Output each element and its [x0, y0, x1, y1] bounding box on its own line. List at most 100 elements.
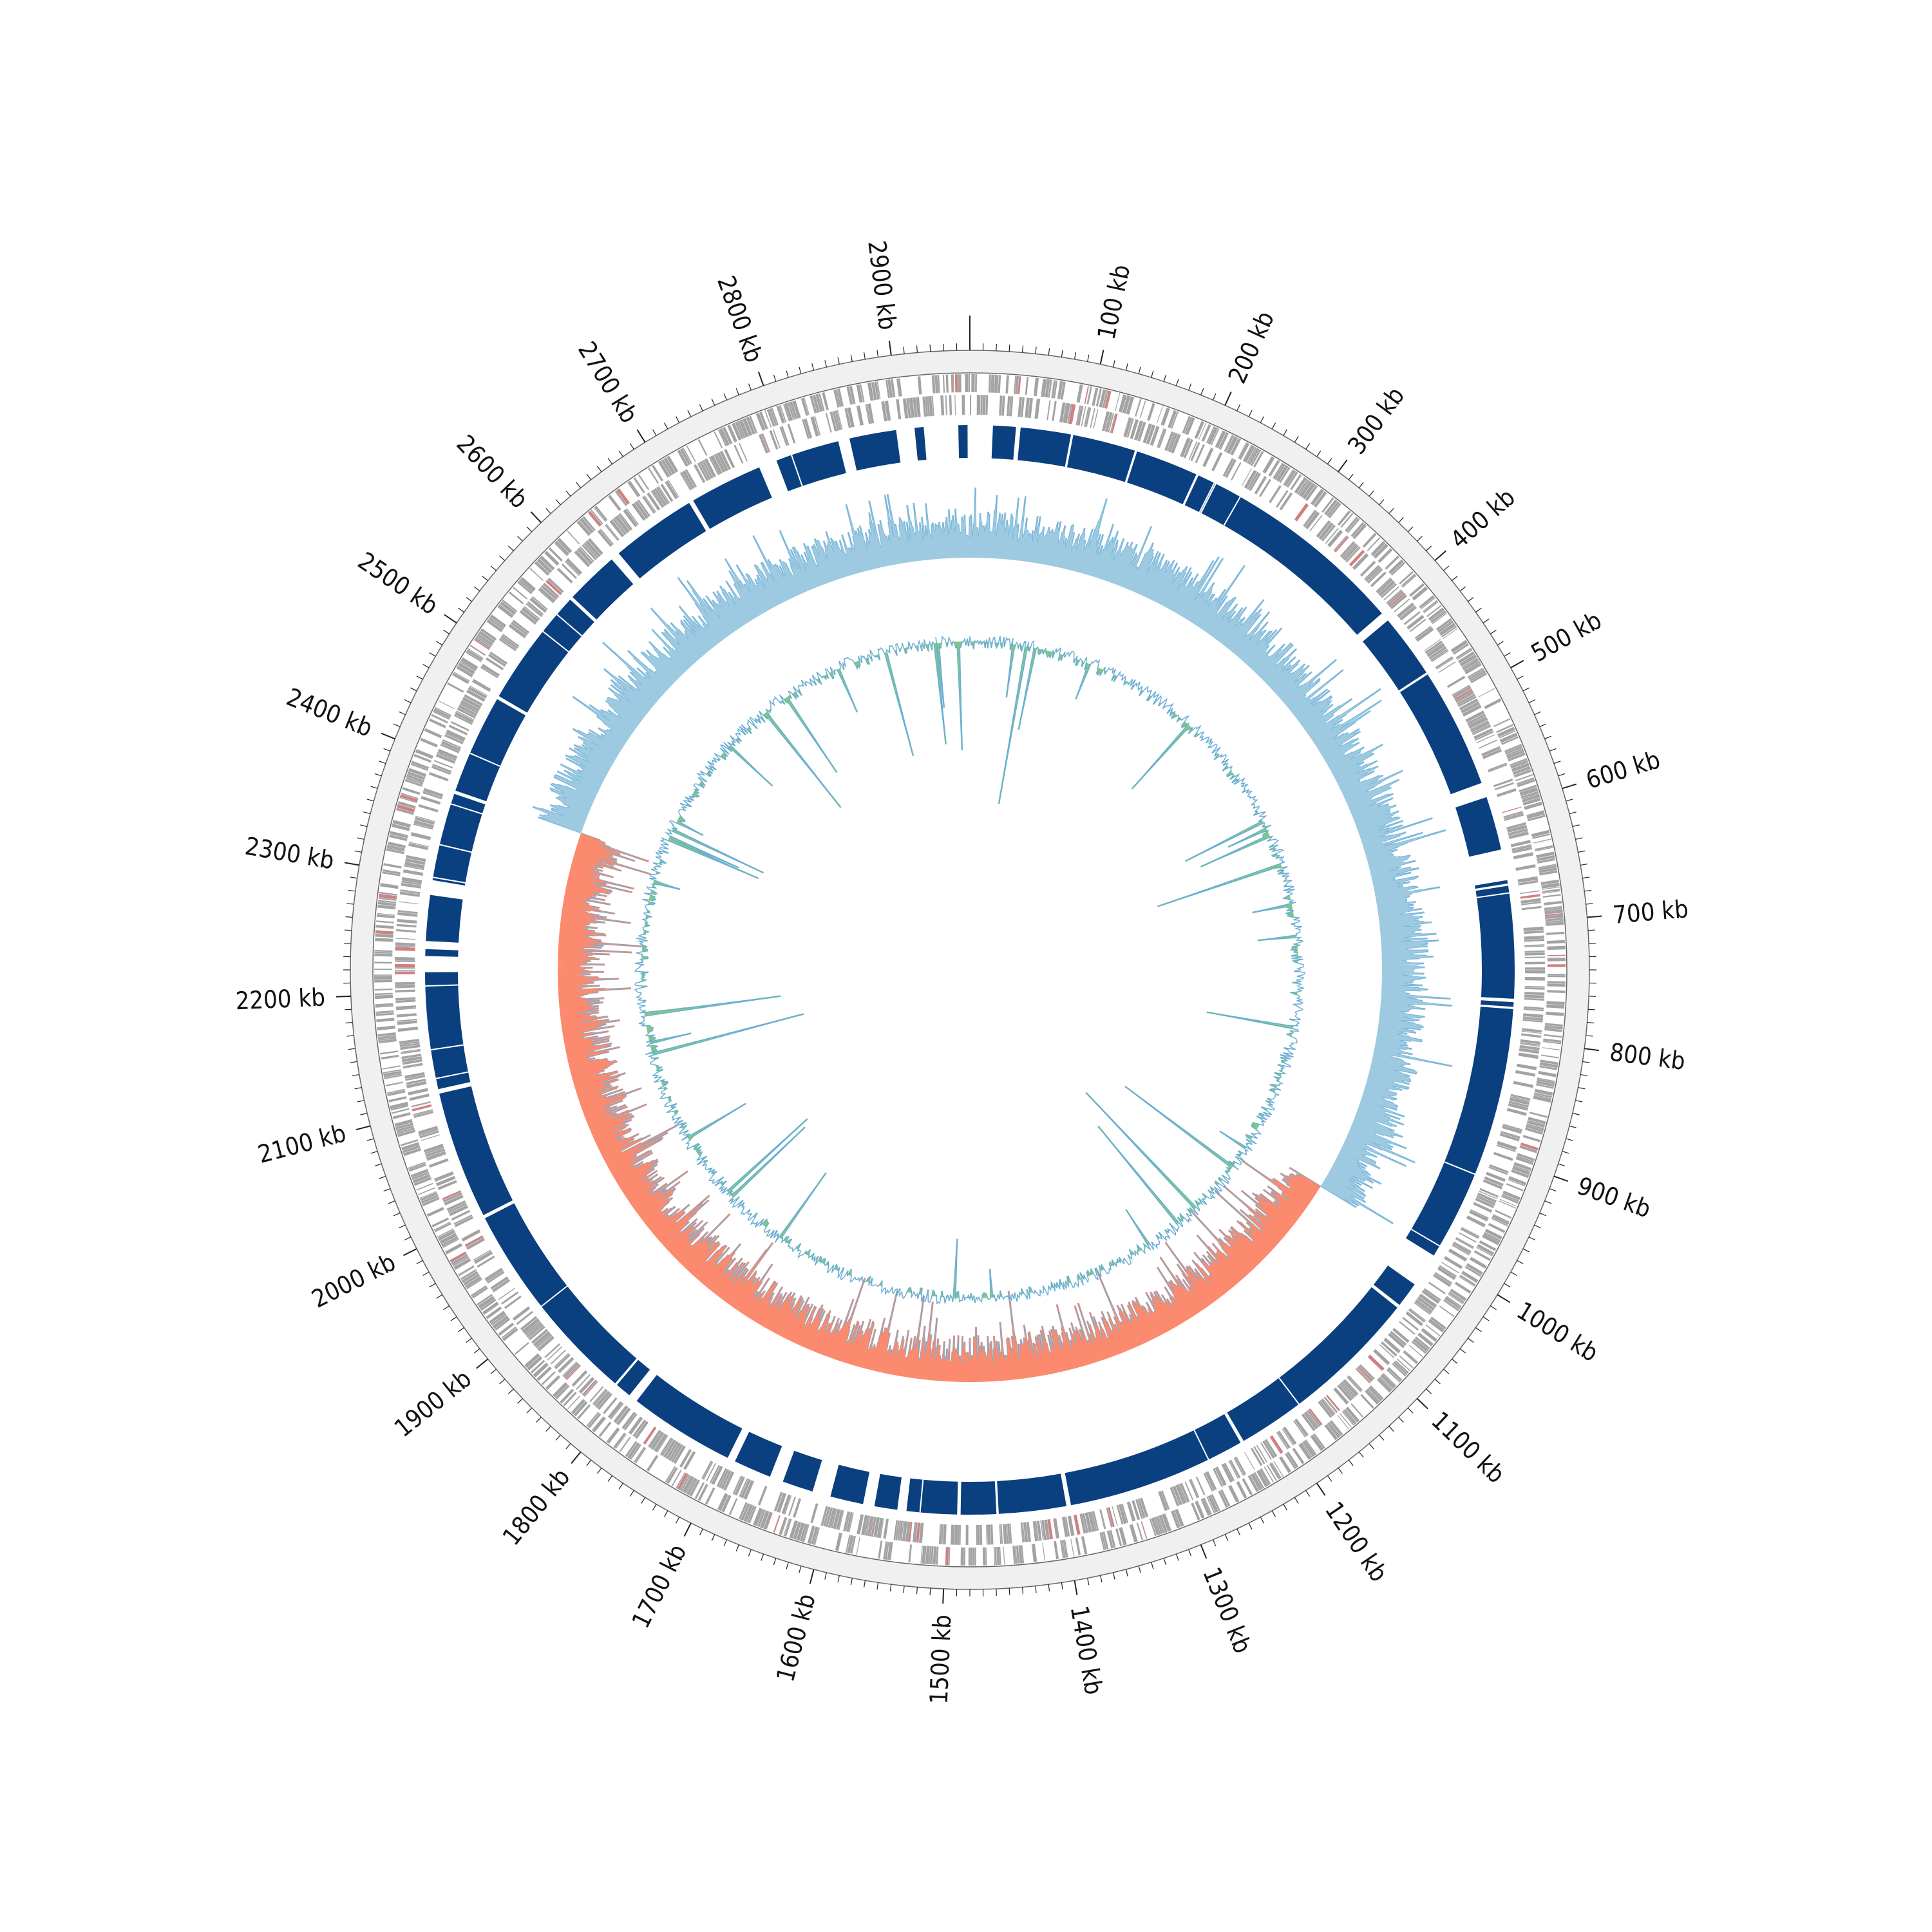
minor-tick	[761, 1553, 764, 1561]
minor-tick	[350, 1061, 357, 1063]
minor-tick	[379, 761, 386, 764]
minor-tick	[1434, 1379, 1441, 1385]
contig-boundary	[1200, 483, 1217, 514]
minor-tick	[1388, 507, 1394, 514]
minor-tick	[345, 916, 353, 918]
major-tick	[1553, 1175, 1569, 1182]
minor-tick	[499, 555, 506, 561]
minor-tick	[357, 837, 365, 840]
minor-tick	[748, 1549, 752, 1557]
minor-tick	[1348, 473, 1354, 480]
contig-track	[425, 425, 1515, 1515]
minor-tick	[1475, 607, 1482, 612]
minor-tick	[383, 1188, 391, 1192]
minor-tick	[482, 576, 488, 582]
minor-tick	[354, 1087, 362, 1090]
minor-tick	[1188, 1549, 1192, 1557]
minor-tick	[1398, 1417, 1404, 1423]
minor-tick	[1468, 596, 1474, 602]
minor-tick	[1009, 1588, 1010, 1596]
contig-boundary	[541, 1285, 568, 1307]
minor-tick	[916, 1587, 918, 1595]
minor-tick	[1566, 1138, 1573, 1141]
minor-tick	[536, 1417, 542, 1423]
major-tick	[1224, 392, 1232, 406]
minor-tick	[1497, 641, 1504, 646]
major-tick	[1200, 1544, 1208, 1559]
minor-tick	[786, 1562, 789, 1569]
tick-label: 1000 kb	[1512, 1296, 1604, 1368]
major-tick	[1562, 783, 1577, 790]
minor-tick	[1504, 652, 1511, 657]
minor-tick	[850, 354, 853, 362]
minor-tick	[422, 1271, 430, 1276]
contig-boundary	[1198, 482, 1215, 513]
tick-label: 2200 kb	[235, 983, 326, 1016]
minor-tick	[344, 1009, 352, 1010]
tick-label: 2600 kb	[451, 430, 533, 514]
minor-tick	[348, 889, 355, 892]
tick-label: 2100 kb	[255, 1119, 349, 1169]
minor-tick	[1338, 1468, 1343, 1474]
minor-tick	[711, 399, 715, 406]
minor-tick	[404, 1236, 412, 1241]
minor-tick	[1558, 1163, 1566, 1167]
minor-tick	[1426, 545, 1432, 551]
tick-label: 1500 kb	[925, 1614, 957, 1705]
minor-tick	[383, 748, 391, 752]
scale-ticks	[336, 316, 1602, 1604]
minor-tick	[586, 473, 592, 480]
minor-tick	[1009, 344, 1010, 352]
minor-tick	[1504, 1283, 1511, 1287]
minor-tick	[443, 629, 450, 634]
minor-tick	[1358, 482, 1364, 488]
tick-label: 1400 kb	[1065, 1604, 1108, 1697]
minor-tick	[458, 1327, 464, 1332]
major-tick	[1497, 1294, 1511, 1303]
minor-tick	[526, 526, 533, 533]
minor-tick	[786, 370, 789, 378]
minor-tick	[1236, 404, 1241, 412]
minor-tick	[490, 565, 497, 571]
minor-tick	[363, 811, 371, 815]
tick-label: 2700 kb	[573, 337, 644, 428]
minor-tick	[1572, 1113, 1580, 1115]
major-tick	[1074, 1580, 1078, 1596]
minor-tick	[773, 1558, 777, 1566]
minor-tick	[576, 482, 582, 488]
major-tick	[1416, 1397, 1428, 1410]
major-tick	[888, 340, 892, 355]
tick-label: 1700 kb	[627, 1540, 692, 1633]
minor-tick	[1327, 458, 1332, 464]
minor-tick	[824, 360, 827, 368]
major-tick	[344, 862, 360, 866]
minor-tick	[565, 490, 571, 497]
minor-tick	[1510, 1271, 1517, 1276]
minor-tick	[618, 1482, 623, 1490]
minor-tick	[517, 536, 523, 542]
minor-tick	[1368, 490, 1374, 497]
tick-label: 2300 kb	[243, 831, 336, 875]
tick-label: 100 kb	[1092, 262, 1136, 342]
minor-tick	[1260, 416, 1264, 423]
minor-tick	[1475, 1327, 1482, 1332]
major-tick	[381, 732, 395, 740]
minor-tick	[1459, 1348, 1466, 1354]
tick-label: 600 kb	[1583, 745, 1663, 795]
minor-tick	[1074, 352, 1077, 359]
minor-tick	[357, 1100, 365, 1103]
minor-tick	[1575, 837, 1583, 840]
minor-tick	[663, 1510, 668, 1517]
minor-tick	[699, 404, 703, 412]
minor-tick	[663, 422, 668, 430]
minor-tick	[555, 1434, 561, 1441]
minor-tick	[641, 1497, 646, 1504]
contig-boundary	[919, 1479, 924, 1513]
minor-tick	[1578, 850, 1586, 853]
minor-tick	[473, 1348, 480, 1354]
minor-tick	[863, 1580, 866, 1588]
tick-label: 2400 kb	[283, 683, 377, 743]
minor-tick	[1468, 1338, 1474, 1343]
minor-tick	[1490, 629, 1497, 634]
minor-tick	[1522, 687, 1530, 692]
